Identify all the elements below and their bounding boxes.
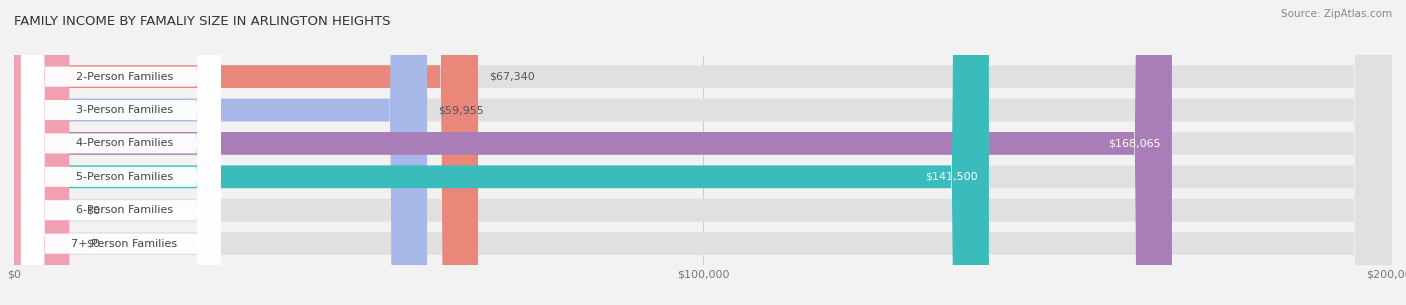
Text: $0: $0 xyxy=(86,205,100,215)
Text: 5-Person Families: 5-Person Families xyxy=(76,172,173,182)
FancyBboxPatch shape xyxy=(21,0,221,305)
FancyBboxPatch shape xyxy=(14,0,1392,305)
Text: $168,065: $168,065 xyxy=(1108,138,1161,149)
Text: $141,500: $141,500 xyxy=(925,172,979,182)
FancyBboxPatch shape xyxy=(14,0,1392,305)
Text: Source: ZipAtlas.com: Source: ZipAtlas.com xyxy=(1281,9,1392,19)
Text: $0: $0 xyxy=(86,239,100,249)
Text: FAMILY INCOME BY FAMALIY SIZE IN ARLINGTON HEIGHTS: FAMILY INCOME BY FAMALIY SIZE IN ARLINGT… xyxy=(14,15,391,28)
FancyBboxPatch shape xyxy=(14,0,1392,305)
FancyBboxPatch shape xyxy=(14,0,69,305)
FancyBboxPatch shape xyxy=(14,0,69,305)
FancyBboxPatch shape xyxy=(14,0,1392,305)
FancyBboxPatch shape xyxy=(14,0,988,305)
FancyBboxPatch shape xyxy=(14,0,1173,305)
Text: 2-Person Families: 2-Person Families xyxy=(76,72,173,82)
Text: $67,340: $67,340 xyxy=(489,72,534,82)
FancyBboxPatch shape xyxy=(14,0,1392,305)
FancyBboxPatch shape xyxy=(21,0,221,305)
FancyBboxPatch shape xyxy=(14,0,427,305)
FancyBboxPatch shape xyxy=(14,0,478,305)
Text: 3-Person Families: 3-Person Families xyxy=(76,105,173,115)
FancyBboxPatch shape xyxy=(14,0,1392,305)
Text: $59,955: $59,955 xyxy=(439,105,484,115)
Text: 4-Person Families: 4-Person Families xyxy=(76,138,173,149)
FancyBboxPatch shape xyxy=(21,0,221,305)
Text: 6-Person Families: 6-Person Families xyxy=(76,205,173,215)
FancyBboxPatch shape xyxy=(21,0,221,305)
Text: 7+ Person Families: 7+ Person Families xyxy=(72,239,177,249)
FancyBboxPatch shape xyxy=(21,0,221,305)
FancyBboxPatch shape xyxy=(21,0,221,305)
